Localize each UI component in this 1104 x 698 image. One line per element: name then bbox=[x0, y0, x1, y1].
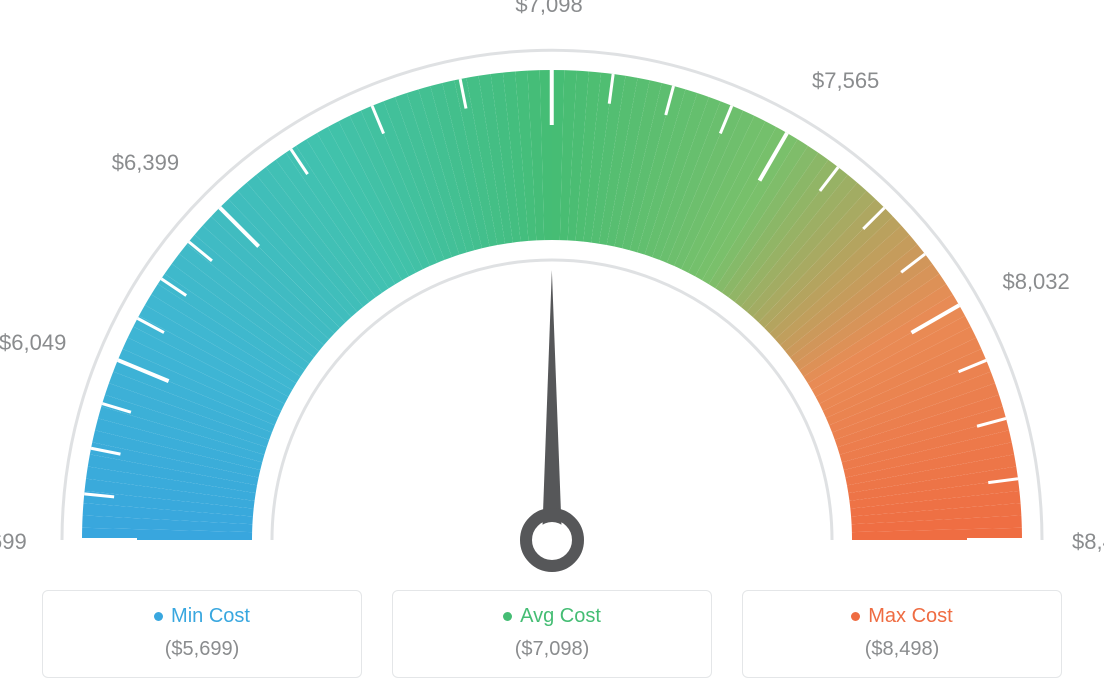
gauge-svg bbox=[20, 20, 1084, 580]
legend-value-avg: ($7,098) bbox=[403, 638, 701, 661]
legend-title-min: Min Cost bbox=[154, 605, 250, 628]
legend-title-text: Min Cost bbox=[171, 605, 250, 628]
legend-value-min: ($5,699) bbox=[53, 638, 351, 661]
legend-card-avg: Avg Cost ($7,098) bbox=[392, 590, 712, 678]
gauge-tick-label: $5,699 bbox=[0, 529, 27, 555]
legend-value-max: ($8,498) bbox=[753, 638, 1051, 661]
gauge-tick-label: $6,049 bbox=[0, 330, 66, 356]
gauge-tick-label: $8,498 bbox=[1072, 529, 1104, 555]
legend-card-max: Max Cost ($8,498) bbox=[742, 590, 1062, 678]
legend-card-min: Min Cost ($5,699) bbox=[42, 590, 362, 678]
dot-icon bbox=[154, 612, 163, 621]
gauge-chart: $5,699$6,049$6,399$7,098$7,565$8,032$8,4… bbox=[20, 20, 1084, 580]
gauge-tick-label: $8,032 bbox=[1002, 269, 1069, 295]
gauge-tick-label: $7,098 bbox=[515, 0, 582, 18]
legend-title-max: Max Cost bbox=[851, 605, 952, 628]
legend-row: Min Cost ($5,699) Avg Cost ($7,098) Max … bbox=[20, 590, 1084, 678]
gauge-tick-label: $6,399 bbox=[112, 150, 179, 176]
legend-title-text: Max Cost bbox=[868, 605, 952, 628]
gauge-tick-label: $7,565 bbox=[812, 68, 879, 94]
legend-title-text: Avg Cost bbox=[520, 605, 601, 628]
dot-icon bbox=[851, 612, 860, 621]
dot-icon bbox=[503, 612, 512, 621]
legend-title-avg: Avg Cost bbox=[503, 605, 601, 628]
